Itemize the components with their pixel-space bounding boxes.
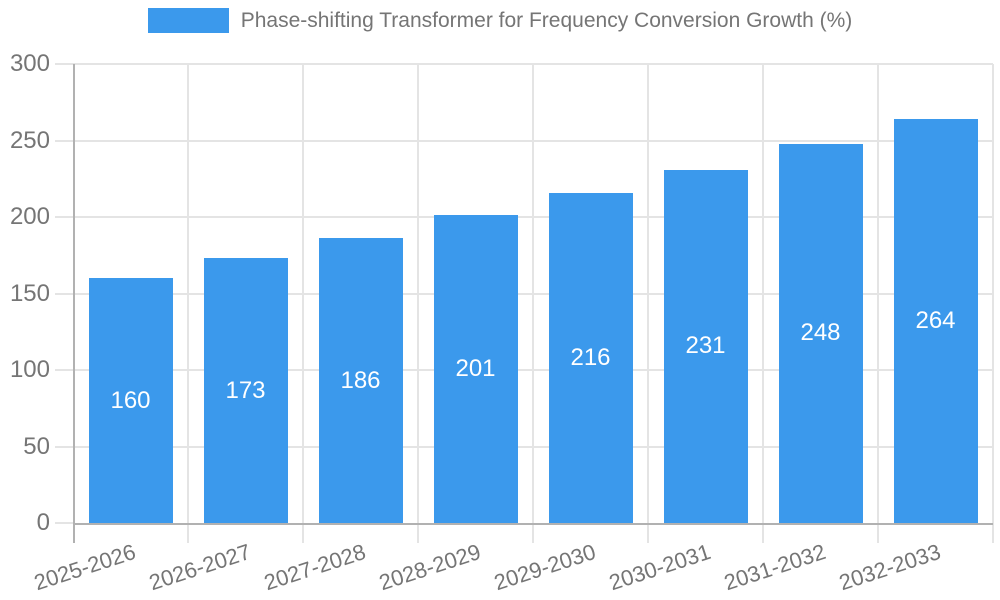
x-axis-line [73,523,993,525]
gridline-h [55,139,993,142]
y-tick-label: 50 [23,432,50,460]
gridline-v [647,64,649,543]
gridline-v [992,64,994,543]
y-tick-mark [55,522,73,524]
y-tick-label: 150 [9,279,50,307]
gridline-h [55,292,993,295]
plot-area: 0 50 100 150 200 250 300 160 173 186 201 216 231 248… [10,50,994,595]
bar[interactable] [88,278,173,523]
gridline-h [55,369,993,371]
legend-label: Phase-shifting Transformer for Frequency… [240,8,853,32]
gridline-h [55,445,993,448]
bar[interactable] [318,238,403,523]
bar[interactable] [663,169,748,523]
gridline-v [187,64,189,543]
y-tick-label: 200 [9,203,50,230]
y-tick-label: 250 [9,126,50,154]
gridline-v [532,64,534,543]
bar[interactable] [778,143,863,523]
gridline-h [55,63,993,65]
legend[interactable]: Phase-shifting Transformer for Frequency… [0,8,1000,33]
bar[interactable] [433,215,518,523]
gridline-v [877,64,879,543]
legend-swatch [147,8,229,33]
gridline-v [762,64,764,543]
y-tick-label: 300 [9,50,50,77]
y-axis-line [73,64,75,543]
y-tick-label: 100 [9,356,50,383]
gridline-h [55,216,993,218]
bar[interactable] [893,119,978,523]
bar[interactable] [203,258,288,523]
gridline-v [302,64,304,543]
gridline-v [417,64,419,543]
bar[interactable] [548,192,633,523]
y-tick-label: 0 [36,509,50,536]
